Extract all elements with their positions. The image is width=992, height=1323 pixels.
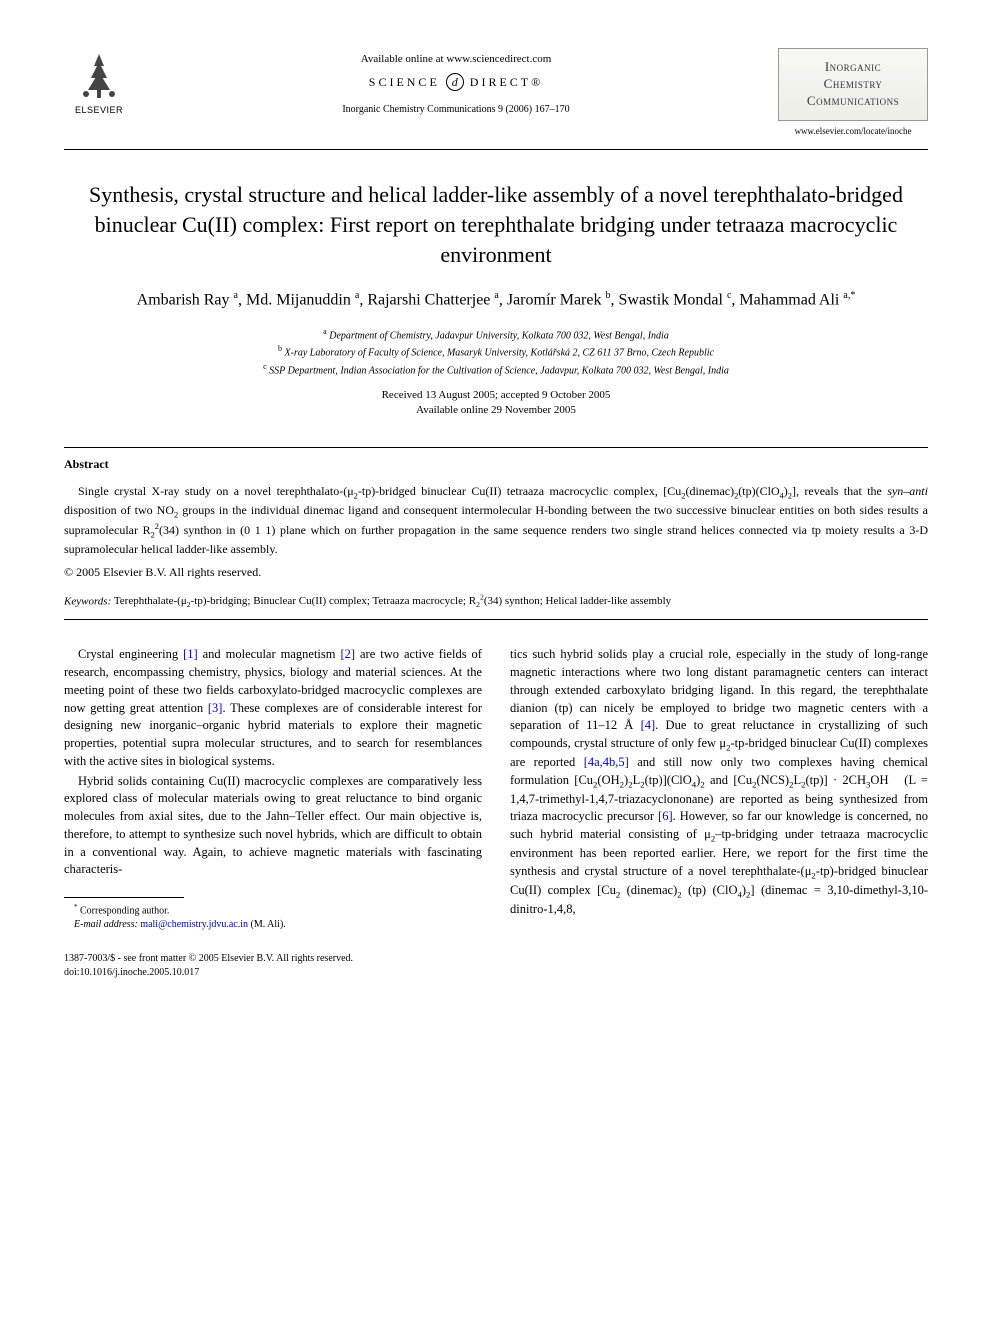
- abstract-body: Single crystal X-ray study on a novel te…: [64, 483, 928, 558]
- journal-reference: Inorganic Chemistry Communications 9 (20…: [134, 103, 778, 117]
- corresponding-footnote: * Corresponding author. E-mail address: …: [64, 903, 482, 932]
- column-left: Crystal engineering [1] and molecular ma…: [64, 646, 482, 932]
- header-rule: [64, 149, 928, 150]
- authors-list: Ambarish Ray a, Md. Mijanuddin a, Rajars…: [64, 289, 928, 312]
- affiliation-b: b X-ray Laboratory of Faculty of Science…: [64, 343, 928, 360]
- affiliation-a: a Department of Chemistry, Jadavpur Univ…: [64, 326, 928, 343]
- journal-title-box: Inorganic Chemistry Communications www.e…: [778, 48, 928, 137]
- sd-text-right: DIRECT®: [470, 74, 543, 91]
- article-dates: Received 13 August 2005; accepted 9 Octo…: [64, 388, 928, 419]
- abstract-heading: Abstract: [64, 456, 928, 473]
- affiliations: a Department of Chemistry, Jadavpur Univ…: [64, 326, 928, 378]
- publisher-logo: ELSEVIER: [64, 48, 134, 117]
- header-center: Available online at www.sciencedirect.co…: [134, 48, 778, 117]
- body-para-1: Crystal engineering [1] and molecular ma…: [64, 646, 482, 770]
- footer-doi: doi:10.1016/j.inoche.2005.10.017: [64, 966, 928, 980]
- keywords-line: Keywords: Terephthalate-(μ2-tp)-bridging…: [64, 593, 928, 612]
- journal-name-line3: Communications: [785, 93, 921, 110]
- journal-url: www.elsevier.com/locate/inoche: [778, 125, 928, 138]
- footnote-rule: [64, 897, 184, 898]
- corr-email-link[interactable]: mali@chemistry.jdvu.ac.in: [140, 919, 248, 930]
- keywords-label: Keywords:: [64, 595, 111, 607]
- corr-email-person: (M. Ali).: [251, 919, 286, 930]
- abstract-top-rule: [64, 447, 928, 448]
- abstract-bottom-rule: [64, 619, 928, 620]
- keywords-text: Terephthalate-(μ2-tp)-bridging; Binuclea…: [114, 595, 671, 607]
- abstract-copyright: © 2005 Elsevier B.V. All rights reserved…: [64, 564, 928, 581]
- publisher-name: ELSEVIER: [64, 104, 134, 117]
- journal-name-line1: Inorganic: [785, 59, 921, 76]
- affiliation-c: c SSP Department, Indian Association for…: [64, 361, 928, 378]
- article-title: Synthesis, crystal structure and helical…: [64, 180, 928, 269]
- abstract-text: Single crystal X-ray study on a novel te…: [64, 483, 928, 558]
- page-footer: 1387-7003/$ - see front matter © 2005 El…: [64, 952, 928, 980]
- journal-name-line2: Chemistry: [785, 76, 921, 93]
- elsevier-tree-icon: [72, 48, 126, 102]
- page-header: ELSEVIER Available online at www.science…: [64, 48, 928, 137]
- available-online-text: Available online at www.sciencedirect.co…: [134, 52, 778, 67]
- email-label: E-mail address:: [74, 919, 138, 930]
- online-date: Available online 29 November 2005: [64, 403, 928, 418]
- column-right: tics such hybrid solids play a crucial r…: [510, 646, 928, 932]
- body-para-3: tics such hybrid solids play a crucial r…: [510, 646, 928, 918]
- sciencedirect-d-icon: d: [446, 73, 464, 91]
- footer-copyright: 1387-7003/$ - see front matter © 2005 El…: [64, 952, 928, 966]
- received-date: Received 13 August 2005; accepted 9 Octo…: [64, 388, 928, 403]
- corr-author-label: Corresponding author.: [80, 905, 169, 916]
- sd-text-left: SCIENCE: [369, 74, 440, 91]
- journal-name-plate: Inorganic Chemistry Communications: [778, 48, 928, 121]
- body-para-2: Hybrid solids containing Cu(II) macrocyc…: [64, 773, 482, 880]
- body-columns: Crystal engineering [1] and molecular ma…: [64, 646, 928, 932]
- sciencedirect-logo: SCIENCE d DIRECT®: [134, 73, 778, 91]
